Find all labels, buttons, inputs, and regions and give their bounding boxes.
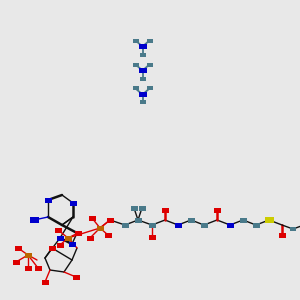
Bar (139, 92, 146, 97)
Bar (133, 62, 139, 67)
Bar (214, 208, 220, 212)
Bar (146, 38, 152, 43)
Bar (97, 226, 104, 230)
Bar (64, 236, 71, 241)
Bar (133, 86, 139, 91)
Bar (34, 266, 41, 271)
Bar (290, 227, 296, 231)
Bar (106, 218, 113, 223)
Bar (29, 217, 38, 223)
Bar (74, 230, 82, 236)
Bar (14, 245, 22, 250)
Bar (133, 38, 139, 43)
Bar (68, 242, 76, 247)
Bar (55, 227, 62, 232)
Bar (265, 217, 274, 223)
Bar (148, 223, 155, 227)
Bar (140, 100, 146, 104)
Bar (88, 215, 95, 220)
Bar (139, 68, 146, 73)
Bar (25, 253, 32, 257)
Bar (188, 218, 194, 223)
Bar (130, 206, 137, 211)
Bar (56, 242, 64, 247)
Bar (13, 260, 20, 265)
Bar (41, 280, 49, 284)
Bar (25, 266, 32, 271)
Bar (148, 235, 155, 239)
Bar (140, 52, 146, 56)
Bar (161, 208, 169, 212)
Bar (70, 200, 76, 206)
Bar (200, 223, 208, 227)
Bar (278, 232, 286, 238)
Bar (44, 197, 52, 202)
Bar (146, 62, 152, 67)
Bar (140, 76, 146, 80)
Bar (139, 206, 145, 211)
Bar (134, 218, 142, 223)
Bar (226, 223, 233, 227)
Bar (73, 274, 80, 280)
Bar (139, 44, 146, 49)
Bar (175, 223, 182, 227)
Bar (239, 218, 247, 223)
Bar (56, 236, 64, 241)
Bar (86, 236, 94, 241)
Bar (122, 223, 128, 227)
Bar (106, 218, 113, 223)
Bar (49, 245, 56, 250)
Bar (104, 232, 112, 238)
Bar (253, 223, 260, 227)
Bar (146, 86, 152, 91)
